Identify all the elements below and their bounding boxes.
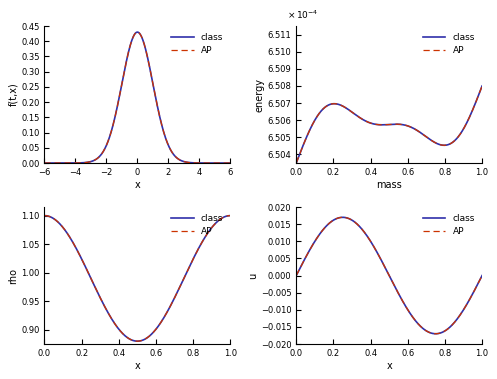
AP xyxy=(123,335,129,339)
AP xyxy=(293,161,299,165)
Y-axis label: energy: energy xyxy=(255,78,265,111)
class xyxy=(190,161,196,165)
Line: AP: AP xyxy=(296,86,482,163)
AP xyxy=(432,332,438,336)
Line: class: class xyxy=(44,32,230,163)
class xyxy=(421,133,427,137)
class xyxy=(117,93,123,97)
Legend: class, AP: class, AP xyxy=(168,31,226,58)
class xyxy=(123,60,129,64)
AP xyxy=(293,273,299,278)
class xyxy=(438,330,444,335)
X-axis label: x: x xyxy=(386,361,392,371)
AP xyxy=(375,252,381,257)
class xyxy=(41,213,47,218)
AP xyxy=(421,133,427,137)
class xyxy=(438,143,444,147)
AP xyxy=(169,300,175,305)
AP xyxy=(442,329,448,333)
class xyxy=(293,161,299,165)
AP xyxy=(61,161,67,165)
AP xyxy=(117,328,123,332)
AP xyxy=(441,143,447,147)
Y-axis label: f(t,x): f(t,x) xyxy=(8,83,18,106)
AP xyxy=(190,161,196,165)
class xyxy=(227,161,233,165)
class xyxy=(190,257,196,262)
AP xyxy=(340,215,346,219)
class xyxy=(293,273,299,278)
class xyxy=(123,335,129,339)
AP xyxy=(369,241,375,245)
Line: class: class xyxy=(44,216,230,341)
AP xyxy=(117,93,123,97)
AP xyxy=(41,161,47,165)
AP xyxy=(368,121,374,125)
AP xyxy=(479,84,485,88)
X-axis label: x: x xyxy=(135,361,140,371)
Y-axis label: rho: rho xyxy=(8,268,18,283)
class xyxy=(421,327,427,332)
class xyxy=(368,121,374,125)
AP xyxy=(312,238,318,243)
Line: class: class xyxy=(296,86,482,163)
class xyxy=(479,273,485,278)
class xyxy=(442,329,448,333)
AP xyxy=(227,161,233,165)
class xyxy=(312,238,318,243)
AP xyxy=(479,273,485,278)
Line: AP: AP xyxy=(44,32,230,163)
class xyxy=(312,117,318,122)
Line: class: class xyxy=(296,217,482,334)
class xyxy=(134,30,140,34)
Text: $\times\,10^{-4}$: $\times\,10^{-4}$ xyxy=(287,8,319,20)
AP xyxy=(134,339,140,343)
class xyxy=(169,300,175,305)
AP xyxy=(61,226,67,230)
class xyxy=(169,150,175,155)
X-axis label: x: x xyxy=(135,180,140,190)
class xyxy=(340,215,346,219)
AP xyxy=(421,327,427,332)
class xyxy=(375,122,381,127)
Legend: class, AP: class, AP xyxy=(420,31,478,58)
AP xyxy=(375,122,381,127)
class xyxy=(134,339,140,343)
class xyxy=(369,241,375,245)
class xyxy=(61,226,67,230)
class xyxy=(479,84,485,88)
class xyxy=(186,160,192,165)
AP xyxy=(123,60,129,64)
Y-axis label: u: u xyxy=(248,273,258,279)
AP xyxy=(438,143,444,147)
AP xyxy=(169,150,175,155)
class xyxy=(41,161,47,165)
AP xyxy=(227,213,233,218)
Legend: class, AP: class, AP xyxy=(168,211,226,239)
class xyxy=(117,328,123,332)
AP xyxy=(134,30,140,34)
AP xyxy=(190,257,196,262)
class xyxy=(432,332,438,336)
class xyxy=(186,264,192,269)
AP xyxy=(438,330,444,335)
class xyxy=(61,161,67,165)
class xyxy=(375,252,381,257)
Legend: class, AP: class, AP xyxy=(420,211,478,239)
AP xyxy=(186,160,192,165)
AP xyxy=(312,117,318,122)
Line: AP: AP xyxy=(296,217,482,334)
AP xyxy=(41,213,47,218)
AP xyxy=(186,264,192,269)
class xyxy=(227,213,233,218)
Line: AP: AP xyxy=(44,216,230,341)
class xyxy=(441,143,447,147)
X-axis label: mass: mass xyxy=(376,180,402,190)
